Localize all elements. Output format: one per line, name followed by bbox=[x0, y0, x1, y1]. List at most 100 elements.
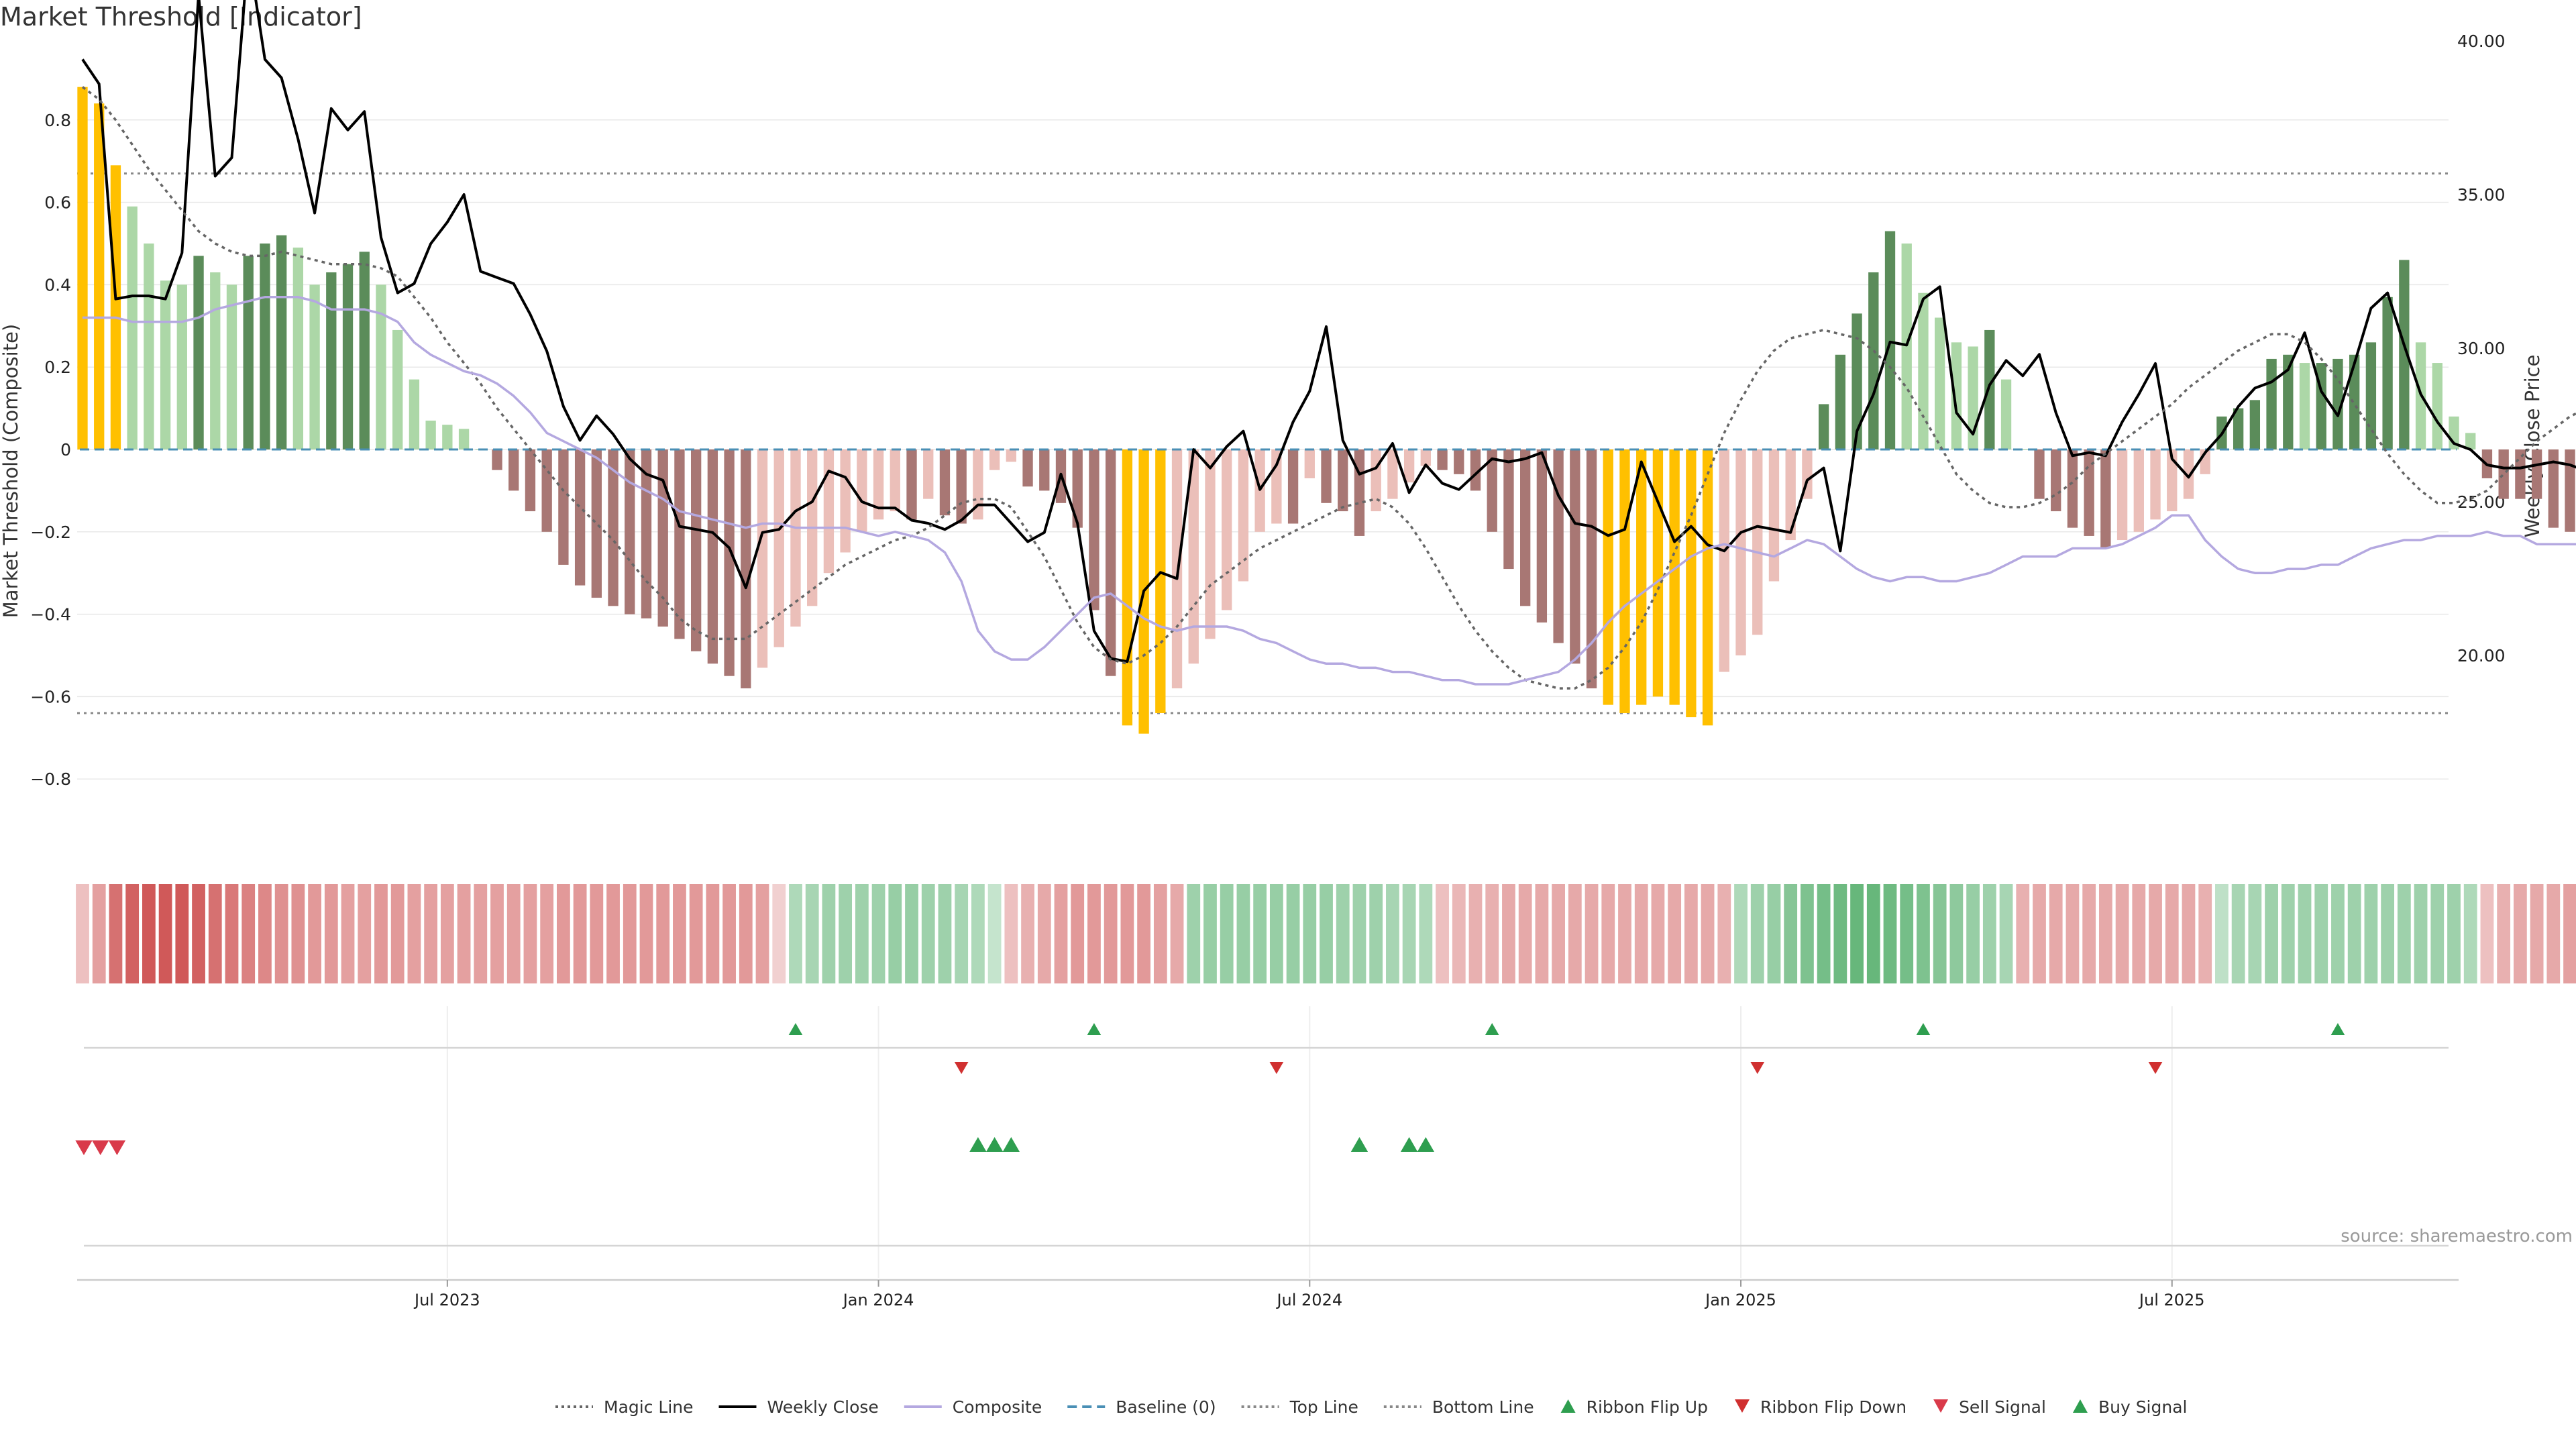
ribbon-cell bbox=[573, 884, 587, 983]
x-tick-label: Jul 2023 bbox=[413, 1291, 480, 1309]
ribbon-cell bbox=[2298, 884, 2312, 983]
composite-bar bbox=[956, 449, 967, 524]
composite-bar bbox=[541, 449, 552, 532]
ribbon-cell bbox=[1071, 884, 1085, 983]
legend-item: Magic Line bbox=[555, 1397, 694, 1417]
ribbon-cell bbox=[2513, 884, 2527, 983]
legend-item: Composite bbox=[904, 1397, 1042, 1417]
composite-bar bbox=[425, 421, 436, 449]
y-left-tick-label: 0.2 bbox=[44, 358, 71, 377]
y-left-tick-label: 0.8 bbox=[44, 111, 71, 130]
legend-item: Baseline (0) bbox=[1067, 1397, 1216, 1417]
y-left-tick-label: −0.8 bbox=[30, 769, 71, 789]
composite-bar bbox=[1735, 449, 1746, 655]
composite-bar bbox=[674, 449, 685, 639]
legend-item: Sell Signal bbox=[1933, 1397, 2046, 1417]
composite-bar bbox=[2515, 449, 2526, 499]
composite-bar bbox=[2116, 449, 2128, 541]
ribbon-cell bbox=[1021, 884, 1034, 983]
ribbon-cell bbox=[1850, 884, 1864, 983]
ribbon-cell bbox=[2149, 884, 2162, 983]
composite-bar bbox=[773, 449, 784, 647]
composite-bar bbox=[1818, 404, 1829, 449]
ribbon-cell bbox=[1518, 884, 1532, 983]
composite-bar bbox=[1652, 449, 1664, 697]
composite-bar bbox=[492, 449, 502, 470]
composite-bar bbox=[525, 449, 536, 512]
ribbon-cell bbox=[2248, 884, 2262, 983]
x-tick-label: Jan 2024 bbox=[842, 1291, 914, 1309]
composite-bar bbox=[376, 284, 386, 449]
composite-bar bbox=[873, 449, 884, 520]
composite-bar bbox=[409, 379, 420, 449]
composite-bar bbox=[2349, 354, 2360, 449]
ribbon-cell bbox=[689, 884, 703, 983]
ribbon-cell bbox=[2331, 884, 2345, 983]
composite-bar bbox=[1287, 449, 1299, 524]
ribbon-cell bbox=[2397, 884, 2411, 983]
composite-bar bbox=[210, 272, 221, 449]
composite-bar bbox=[923, 449, 934, 499]
ribbon-cell bbox=[274, 884, 288, 983]
ribbon-cell bbox=[241, 884, 256, 983]
composite-bar bbox=[1470, 449, 1481, 491]
ribbon-cell bbox=[2082, 884, 2096, 983]
ribbon-cell bbox=[921, 884, 935, 983]
composite-bar bbox=[326, 272, 337, 449]
buy-signal-marker bbox=[1002, 1137, 1020, 1152]
ribbon-cell bbox=[1402, 884, 1416, 983]
composite-bar bbox=[989, 449, 1000, 470]
ribbon-flip-down-marker bbox=[1269, 1062, 1284, 1074]
ribbon-cell bbox=[1767, 884, 1781, 983]
ribbon-cell bbox=[2115, 884, 2129, 983]
legend-item: Ribbon Flip Up bbox=[1560, 1397, 1708, 1417]
ribbon-cell bbox=[1303, 884, 1317, 983]
buy-signal-marker bbox=[1400, 1137, 1418, 1152]
ribbon-cell bbox=[2463, 884, 2477, 983]
ribbon-cell bbox=[1817, 884, 1831, 983]
ribbon-cell bbox=[1320, 884, 1333, 983]
ribbon-cell bbox=[208, 884, 222, 983]
composite-bar bbox=[1536, 449, 1548, 623]
composite-bar bbox=[2084, 449, 2094, 536]
ribbon-cell bbox=[805, 884, 819, 983]
ribbon-cell bbox=[971, 884, 985, 983]
ribbon-cell bbox=[523, 884, 537, 983]
ribbon-cell bbox=[2381, 884, 2395, 983]
ribbon-cell bbox=[2231, 884, 2245, 983]
ribbon-cell bbox=[1120, 884, 1134, 983]
legend-label: Weekly Close bbox=[767, 1397, 879, 1417]
composite-bar bbox=[226, 284, 237, 449]
ribbon-cell bbox=[341, 884, 355, 983]
composite-bar bbox=[1868, 272, 1879, 449]
ribbon-cell bbox=[76, 884, 89, 983]
composite-bar bbox=[1884, 231, 1896, 449]
ribbon-cell bbox=[2215, 884, 2229, 983]
ribbon-cell bbox=[2347, 884, 2361, 983]
ribbon-cell bbox=[390, 884, 405, 983]
composite-bar bbox=[2000, 379, 2012, 449]
legend-item: Top Line bbox=[1241, 1397, 1358, 1417]
composite-bar bbox=[857, 449, 867, 532]
ribbon-cell bbox=[142, 884, 156, 983]
composite-bar bbox=[1570, 449, 1580, 664]
composite-bar bbox=[1686, 449, 1697, 718]
composite-bar bbox=[1122, 449, 1133, 726]
x-tick-label: Jul 2024 bbox=[1275, 1291, 1342, 1309]
ribbon-cell bbox=[1601, 884, 1615, 983]
ribbon-cell bbox=[2049, 884, 2063, 983]
ribbon-cell bbox=[308, 884, 321, 983]
composite-bar bbox=[1155, 449, 1166, 713]
legend-label: Sell Signal bbox=[1959, 1397, 2046, 1417]
ribbon-cell bbox=[839, 884, 853, 983]
composite-bar bbox=[973, 449, 983, 520]
ribbon-cell bbox=[1568, 884, 1582, 983]
ribbon-flip-down-marker bbox=[954, 1062, 969, 1074]
ribbon-cell bbox=[1999, 884, 2013, 983]
composite-bar bbox=[1835, 354, 1846, 449]
ribbon-cell bbox=[1651, 884, 1665, 983]
ribbon-cell bbox=[1801, 884, 1814, 983]
composite-bar bbox=[2432, 363, 2443, 449]
ribbon-cell bbox=[192, 884, 205, 983]
composite-bar bbox=[625, 449, 635, 614]
